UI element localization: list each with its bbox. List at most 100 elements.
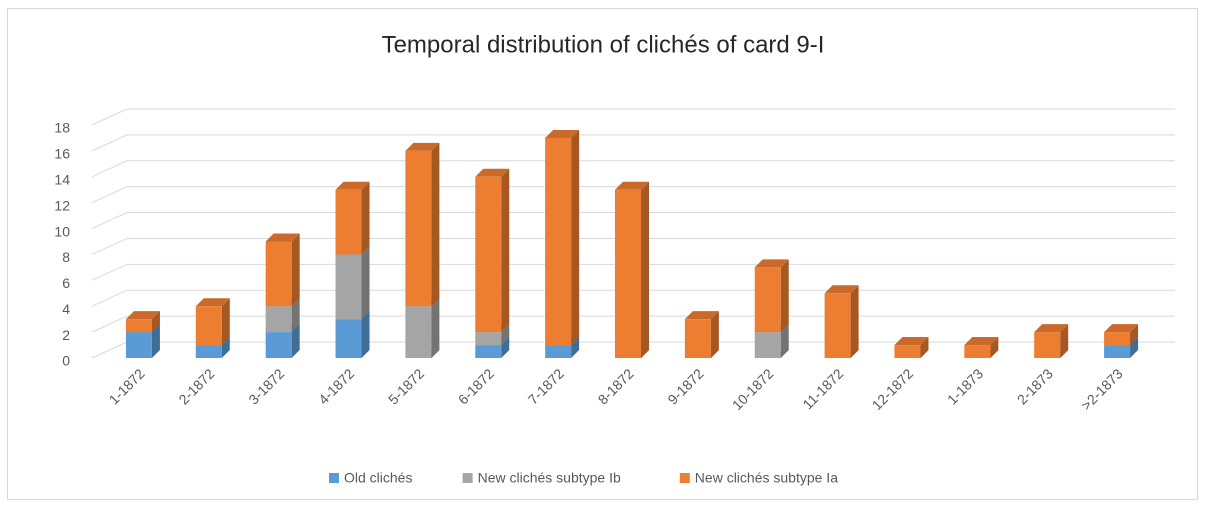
bar-side bbox=[1130, 337, 1139, 358]
bar-top bbox=[545, 129, 580, 138]
bar bbox=[335, 181, 370, 255]
bar bbox=[894, 337, 929, 358]
bar-side bbox=[1060, 324, 1069, 358]
bar-top bbox=[335, 181, 370, 190]
grid-line bbox=[91, 212, 1175, 230]
bar-front bbox=[1034, 332, 1061, 358]
grid-line bbox=[91, 289, 1175, 307]
grid-line bbox=[91, 134, 1175, 152]
bar bbox=[684, 311, 719, 358]
legend-swatch bbox=[329, 473, 339, 483]
bar-front bbox=[475, 332, 502, 346]
bar bbox=[754, 259, 789, 333]
bar-top bbox=[405, 142, 440, 151]
chart-title: Temporal distribution of clichés of card… bbox=[382, 31, 825, 58]
bar-side bbox=[990, 337, 999, 358]
bar-side bbox=[431, 298, 440, 358]
grid-line bbox=[91, 237, 1175, 255]
bar-front bbox=[754, 332, 781, 358]
bar bbox=[475, 168, 510, 333]
bar-front bbox=[545, 345, 572, 358]
bar-front bbox=[754, 267, 781, 333]
bar bbox=[1034, 324, 1069, 358]
bar-top bbox=[754, 259, 789, 268]
bar-front bbox=[335, 254, 362, 320]
bar-side bbox=[221, 337, 230, 358]
legend-swatch bbox=[462, 473, 473, 483]
grid-line bbox=[91, 160, 1175, 178]
bar bbox=[405, 142, 440, 307]
y-tick-label: 12 bbox=[54, 197, 70, 213]
grid-line bbox=[91, 108, 1175, 126]
bar-side bbox=[151, 311, 160, 333]
bar-front bbox=[335, 319, 362, 358]
bar-front bbox=[125, 332, 152, 358]
bar bbox=[265, 298, 300, 333]
legend-label: New clichés subtype Ib bbox=[478, 470, 621, 486]
bar-front bbox=[405, 306, 432, 358]
bar-top bbox=[475, 168, 510, 177]
bar-front bbox=[405, 150, 432, 307]
bar-side bbox=[291, 324, 300, 358]
bar-side bbox=[501, 168, 510, 333]
legend-label: Old clichés bbox=[344, 470, 412, 486]
y-tick-label: 0 bbox=[62, 353, 70, 369]
bar-front bbox=[1104, 332, 1131, 346]
bar-top bbox=[265, 233, 300, 242]
bar bbox=[545, 129, 580, 346]
bar-front bbox=[615, 189, 641, 358]
bar bbox=[615, 181, 649, 358]
bar bbox=[125, 311, 160, 333]
bar bbox=[335, 246, 370, 320]
bar-top bbox=[615, 181, 649, 190]
bar-front bbox=[265, 306, 292, 333]
bar-side bbox=[361, 181, 370, 255]
bar-front bbox=[894, 345, 921, 358]
bar-side bbox=[151, 324, 160, 358]
grid-line bbox=[91, 186, 1175, 204]
bar-side bbox=[780, 259, 789, 333]
legend-label: New clichés subtype Ia bbox=[695, 470, 838, 486]
bar-top bbox=[964, 337, 999, 346]
bar-top bbox=[195, 298, 230, 307]
bar bbox=[195, 298, 230, 346]
bar-front bbox=[195, 306, 222, 346]
y-tick-label: 16 bbox=[54, 146, 70, 162]
bar bbox=[405, 298, 440, 358]
bar-side bbox=[850, 285, 859, 358]
bar-top bbox=[125, 311, 160, 320]
bar-top bbox=[684, 311, 719, 320]
bar-side bbox=[431, 142, 440, 307]
bar-front bbox=[125, 319, 152, 333]
bar-front bbox=[1104, 345, 1131, 358]
bar-front bbox=[824, 293, 851, 358]
bar-side bbox=[571, 129, 580, 346]
bar-side bbox=[641, 181, 649, 358]
y-tick-label: 18 bbox=[54, 120, 70, 136]
bar-side bbox=[501, 324, 510, 346]
bar bbox=[824, 285, 859, 358]
chart-frame bbox=[7, 8, 1198, 500]
grid-line bbox=[91, 263, 1175, 281]
bar-side bbox=[571, 337, 580, 358]
bar-side bbox=[920, 337, 929, 358]
y-tick-label: 4 bbox=[62, 301, 70, 317]
y-tick-label: 6 bbox=[62, 275, 70, 291]
bar bbox=[964, 337, 999, 358]
y-tick-label: 8 bbox=[62, 249, 70, 265]
bar-side bbox=[291, 233, 300, 307]
bar-side bbox=[780, 324, 789, 358]
bar-top bbox=[894, 337, 929, 346]
bar-front bbox=[475, 176, 502, 333]
bar-side bbox=[710, 311, 719, 358]
bar-side bbox=[221, 298, 230, 346]
bar-side bbox=[361, 246, 370, 320]
bar-front bbox=[684, 319, 711, 358]
bar-front bbox=[335, 189, 362, 255]
legend-swatch bbox=[679, 473, 690, 483]
y-tick-label: 2 bbox=[62, 327, 70, 343]
bar-side bbox=[291, 298, 300, 333]
bar bbox=[265, 233, 300, 307]
